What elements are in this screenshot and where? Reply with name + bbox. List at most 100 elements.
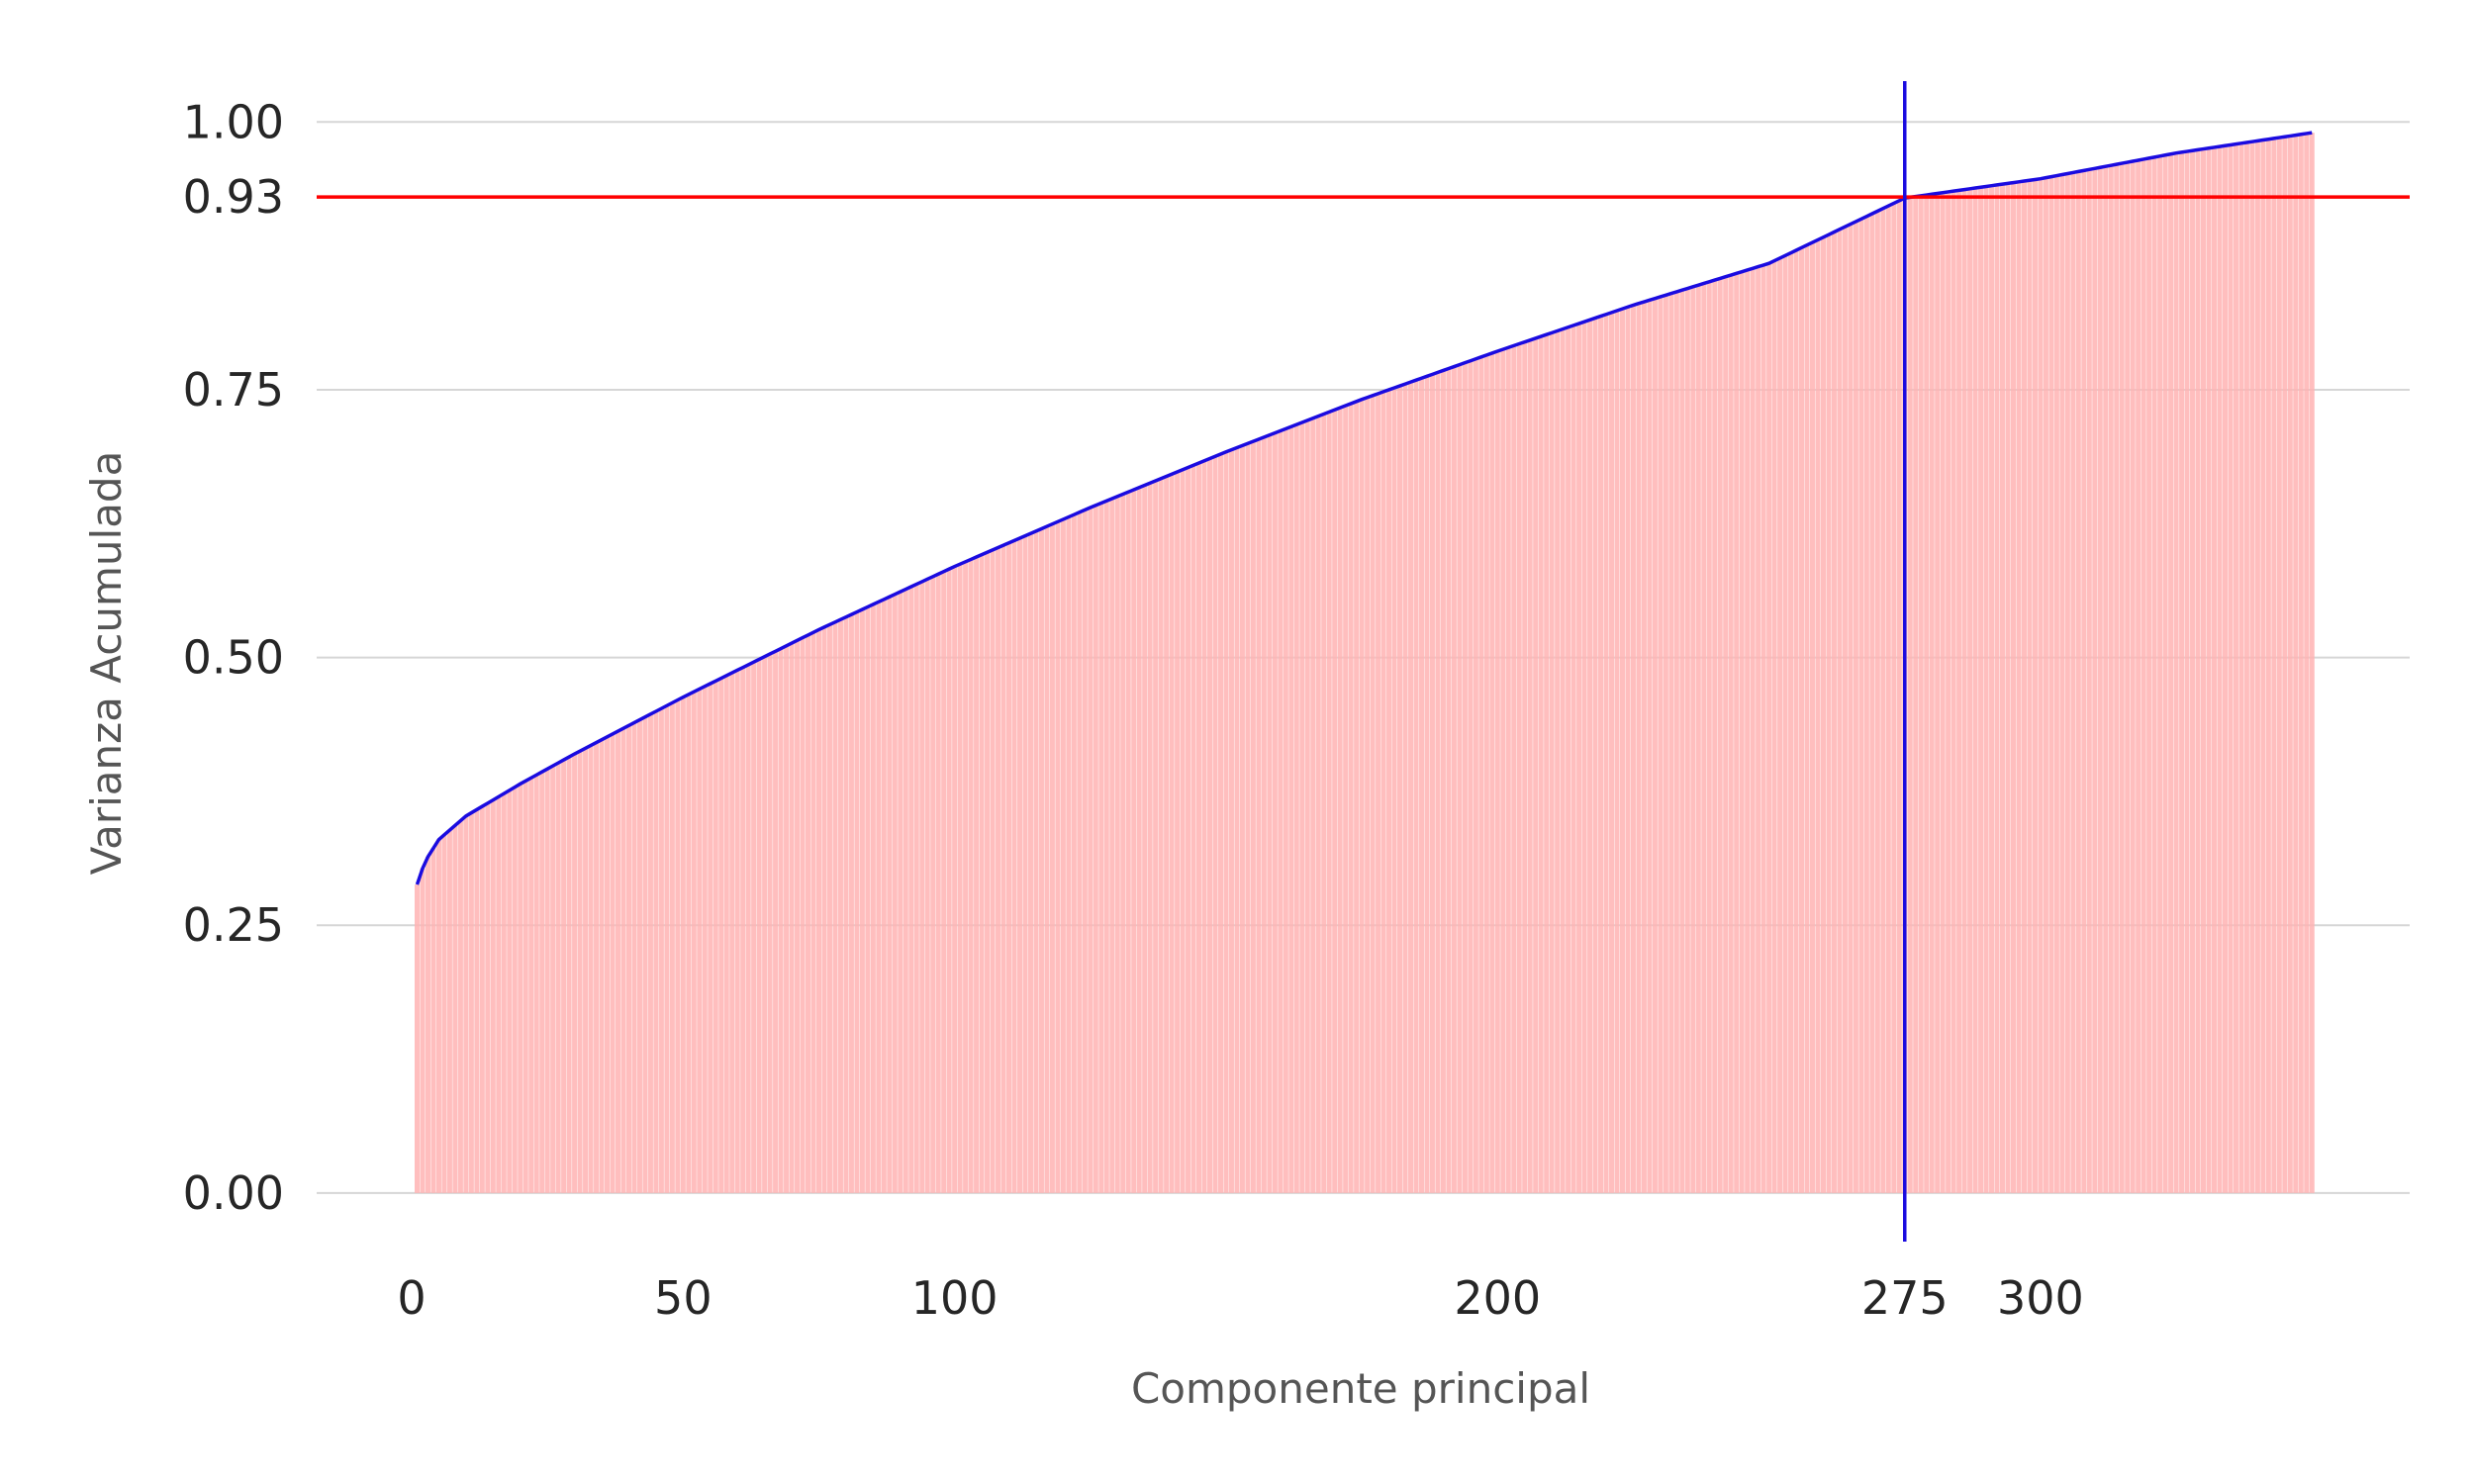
bar-component-265 [1848,224,1854,1193]
bar-component-240 [1712,280,1718,1193]
bar-component-169 [1326,412,1332,1193]
bar-component-129 [1109,499,1115,1193]
y-tick-label-2: 0.50 [183,631,284,685]
y-axis-title: Varianza Acumulada [82,451,131,876]
bar-component-266 [1853,221,1858,1193]
bar-component-268 [1863,216,1869,1193]
bar-component-217 [1587,320,1593,1193]
bar-component-254 [1788,252,1794,1193]
bar-component-182 [1397,386,1403,1193]
bar-component-331 [2206,147,2212,1193]
bar-component-6 [441,834,447,1193]
bar-component-298 [2027,180,2033,1193]
bar-component-19 [512,787,518,1193]
bar-component-196 [1473,358,1478,1193]
bar-component-326 [2179,151,2185,1193]
x-axis-title: Componente principal [1131,1364,1590,1413]
bar-component-190 [1440,370,1446,1193]
x-tick-label-3: 200 [1454,1271,1541,1325]
bar-component-180 [1386,389,1392,1193]
bar-component-247 [1750,268,1756,1193]
bar-component-13 [479,806,485,1193]
bar-component-303 [2053,175,2059,1193]
bar-component-299 [2032,179,2038,1193]
bar-component-347 [2293,135,2299,1193]
bar-component-136 [1147,483,1153,1193]
bar-component-332 [2211,146,2218,1193]
y-tick-label-1: 0.25 [183,898,284,952]
bar-component-322 [2157,155,2163,1193]
bar-component-7 [446,830,452,1193]
bar-component-95 [924,579,930,1193]
bar-component-279 [1924,195,1930,1193]
bar-component-251 [1771,260,1777,1193]
bar-component-304 [2059,174,2065,1193]
bar-component-170 [1332,410,1338,1193]
bar-component-68 [778,648,784,1193]
bar-component-205 [1522,341,1528,1193]
bar-component-38 [615,731,621,1193]
bar-component-144 [1190,465,1196,1193]
bar-component-155 [1250,441,1256,1193]
y-tick-label-4: 0.93 [183,170,284,224]
bar-component-36 [604,736,611,1193]
bar-component-119 [1055,521,1061,1193]
bar-component-86 [876,602,882,1193]
bar-component-273 [1891,203,1897,1193]
bar-component-288 [1972,188,1978,1193]
bar-component-171 [1337,408,1343,1193]
bar-component-315 [2119,163,2125,1193]
bar-component-263 [1837,229,1843,1193]
bar-component-22 [528,778,534,1193]
bar-component-314 [2114,164,2120,1193]
bar-component-108 [996,547,1001,1193]
bar-component-174 [1354,401,1360,1193]
bar-component-198 [1483,354,1489,1193]
bar-component-77 [826,624,832,1193]
cumulative-variance-line [415,131,2313,885]
bar-component-52 [691,692,697,1193]
bar-component-193 [1457,364,1463,1193]
bar-component-146 [1201,460,1207,1193]
bar-component-41 [631,722,637,1193]
bar-component-161 [1283,428,1288,1193]
bar-component-76 [821,626,827,1193]
bar-component-297 [2021,181,2027,1193]
bar-component-173 [1348,403,1354,1193]
bar-component-259 [1815,239,1821,1193]
bar-component-323 [2162,154,2168,1193]
bar-component-258 [1809,242,1816,1193]
bar-component-318 [2136,159,2141,1193]
bar-component-107 [990,549,996,1193]
bar-component-110 [1005,542,1012,1193]
bar-component-159 [1272,432,1278,1193]
bar-component-319 [2141,158,2146,1193]
bar-component-252 [1777,257,1783,1193]
bar-component-118 [1049,523,1055,1193]
bar-component-186 [1418,378,1425,1193]
bar-component-305 [2064,173,2070,1193]
bar-component-291 [1989,185,1995,1193]
bar-component-133 [1131,490,1137,1193]
bar-component-156 [1256,439,1262,1193]
bar-component-181 [1391,387,1397,1193]
bar-component-227 [1641,302,1647,1193]
bar-component-167 [1315,416,1321,1193]
bar-component-44 [647,713,653,1193]
bar-component-214 [1570,325,1576,1193]
bar-component-274 [1896,200,1902,1193]
variance-bars [414,133,2315,1193]
bar-component-46 [658,708,664,1193]
bar-component-178 [1376,393,1381,1193]
bar-component-280 [1929,194,1935,1193]
bar-component-12 [474,809,480,1193]
bar-component-28 [561,760,567,1193]
bar-component-350 [2309,133,2315,1193]
bar-component-102 [963,561,969,1193]
bar-component-105 [979,554,985,1193]
bar-component-82 [854,611,860,1193]
bar-component-109 [1000,545,1006,1193]
bar-component-71 [795,640,801,1193]
bar-component-93 [913,584,919,1193]
bar-component-307 [2075,171,2081,1193]
